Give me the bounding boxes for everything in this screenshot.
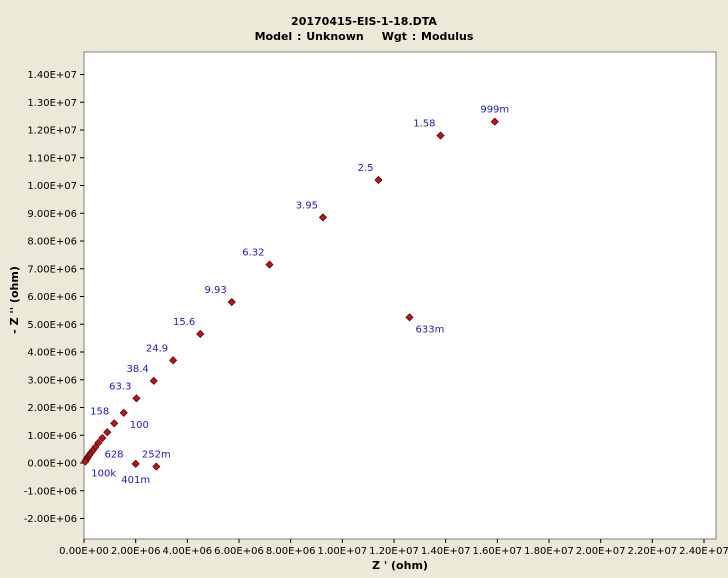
data-point — [98, 433, 107, 443]
x-axis-label: Z ' (ohm) — [372, 559, 428, 572]
data-point — [152, 462, 161, 471]
data-point — [318, 213, 328, 222]
y-tick-label: 6.00E+06 — [27, 292, 77, 303]
x-tick-label: 2.20E+07 — [627, 546, 677, 557]
point-label: 158 — [90, 406, 109, 417]
point-label: 6.32 — [242, 248, 264, 259]
point-label: 2.5 — [358, 163, 374, 174]
y-tick-label: 4.00E+06 — [27, 348, 77, 359]
data-point — [110, 419, 119, 428]
x-tick-label: 1.60E+07 — [472, 546, 522, 557]
point-label: 3.95 — [296, 200, 318, 211]
y-tick-label: 3.00E+06 — [27, 375, 77, 386]
data-point — [265, 260, 274, 269]
x-tick-label: 2.00E+07 — [576, 546, 626, 557]
data-point — [132, 394, 141, 403]
point-label: 401m — [121, 475, 150, 486]
point-label: 999m — [480, 105, 509, 116]
y-tick-label: 7.00E+06 — [27, 264, 77, 275]
x-tick-label: 4.00E+06 — [162, 546, 212, 557]
x-axis-ticks: 0.00E+00 2.00E+06 4.00E+06 6.00E+06 8.00E+06… — [59, 539, 728, 557]
point-labels: 999m 1.58 2.5 3.95 6.32 9.93 15.6 24.9 38.4 63.3 1… — [90, 105, 509, 486]
x-tick-label: 8.00E+06 — [266, 546, 316, 557]
y-tick-label: 9.00E+06 — [27, 209, 77, 220]
point-label: 633m — [416, 324, 445, 335]
y-tick-label: -1.00E+06 — [24, 486, 77, 497]
data-point — [119, 408, 128, 417]
data-point — [149, 376, 158, 385]
y-tick-label: 1.00E+06 — [27, 431, 77, 442]
point-label: 100 — [130, 420, 149, 431]
data-point — [374, 175, 383, 185]
y-tick-label: 0.00E+00 — [27, 459, 77, 470]
x-tick-label: 1.20E+07 — [369, 546, 419, 557]
data-point — [227, 297, 236, 307]
y-axis-label: - Z '' (ohm) — [8, 266, 21, 334]
point-label: 9.93 — [205, 285, 227, 296]
x-tick-label: 1.40E+07 — [421, 546, 471, 557]
y-tick-label: 8.00E+06 — [27, 237, 77, 248]
data-point — [169, 356, 178, 365]
plot-area — [83, 51, 717, 540]
data-point — [131, 459, 140, 468]
x-tick-label: 6.00E+06 — [214, 546, 264, 557]
point-label: 100k — [91, 469, 116, 480]
point-label: 63.3 — [109, 381, 131, 392]
data-points — [81, 117, 499, 471]
point-label: 252m — [142, 450, 171, 461]
data-point — [436, 131, 445, 140]
data-point — [405, 313, 414, 322]
chart-subtitle: Model : Unknown Wgt : Modulus — [0, 30, 728, 43]
x-tick-label: 1.80E+07 — [524, 546, 574, 557]
y-tick-label: -2.00E+06 — [24, 514, 77, 525]
y-tick-label: 1.40E+07 — [27, 70, 77, 81]
y-tick-label: 2.00E+06 — [27, 403, 77, 414]
y-tick-label: 5.00E+06 — [27, 320, 77, 331]
point-label: 38.4 — [126, 364, 148, 375]
model-label: Model : Unknown — [254, 30, 364, 43]
x-tick-label: 2.00E+06 — [111, 546, 161, 557]
x-tick-label: 1.00E+07 — [317, 546, 367, 557]
y-tick-label: 1.00E+07 — [27, 181, 77, 192]
y-tick-label: 1.10E+07 — [27, 153, 77, 164]
x-tick-label: 0.00E+00 — [59, 546, 109, 557]
chart-title: 20170415-EIS-1-18.DTA — [291, 15, 437, 28]
data-point — [196, 329, 205, 339]
y-axis-ticks: -2.00E+06 -1.00E+06 0.00E+00 1.00E+06 2.00E+… — [24, 70, 84, 525]
y-tick-label: 1.30E+07 — [27, 98, 77, 109]
x-tick-label: 2.40E+07 — [679, 546, 728, 557]
y-tick-label: 1.20E+07 — [27, 126, 77, 137]
point-label: 628 — [104, 450, 123, 461]
point-label: 24.9 — [146, 343, 168, 354]
weight-label: Wgt : Modulus — [381, 30, 474, 43]
point-label: 1.58 — [413, 119, 435, 130]
data-point — [103, 428, 112, 437]
data-point — [81, 457, 90, 466]
point-label: 15.6 — [173, 317, 195, 328]
data-point — [490, 117, 499, 126]
